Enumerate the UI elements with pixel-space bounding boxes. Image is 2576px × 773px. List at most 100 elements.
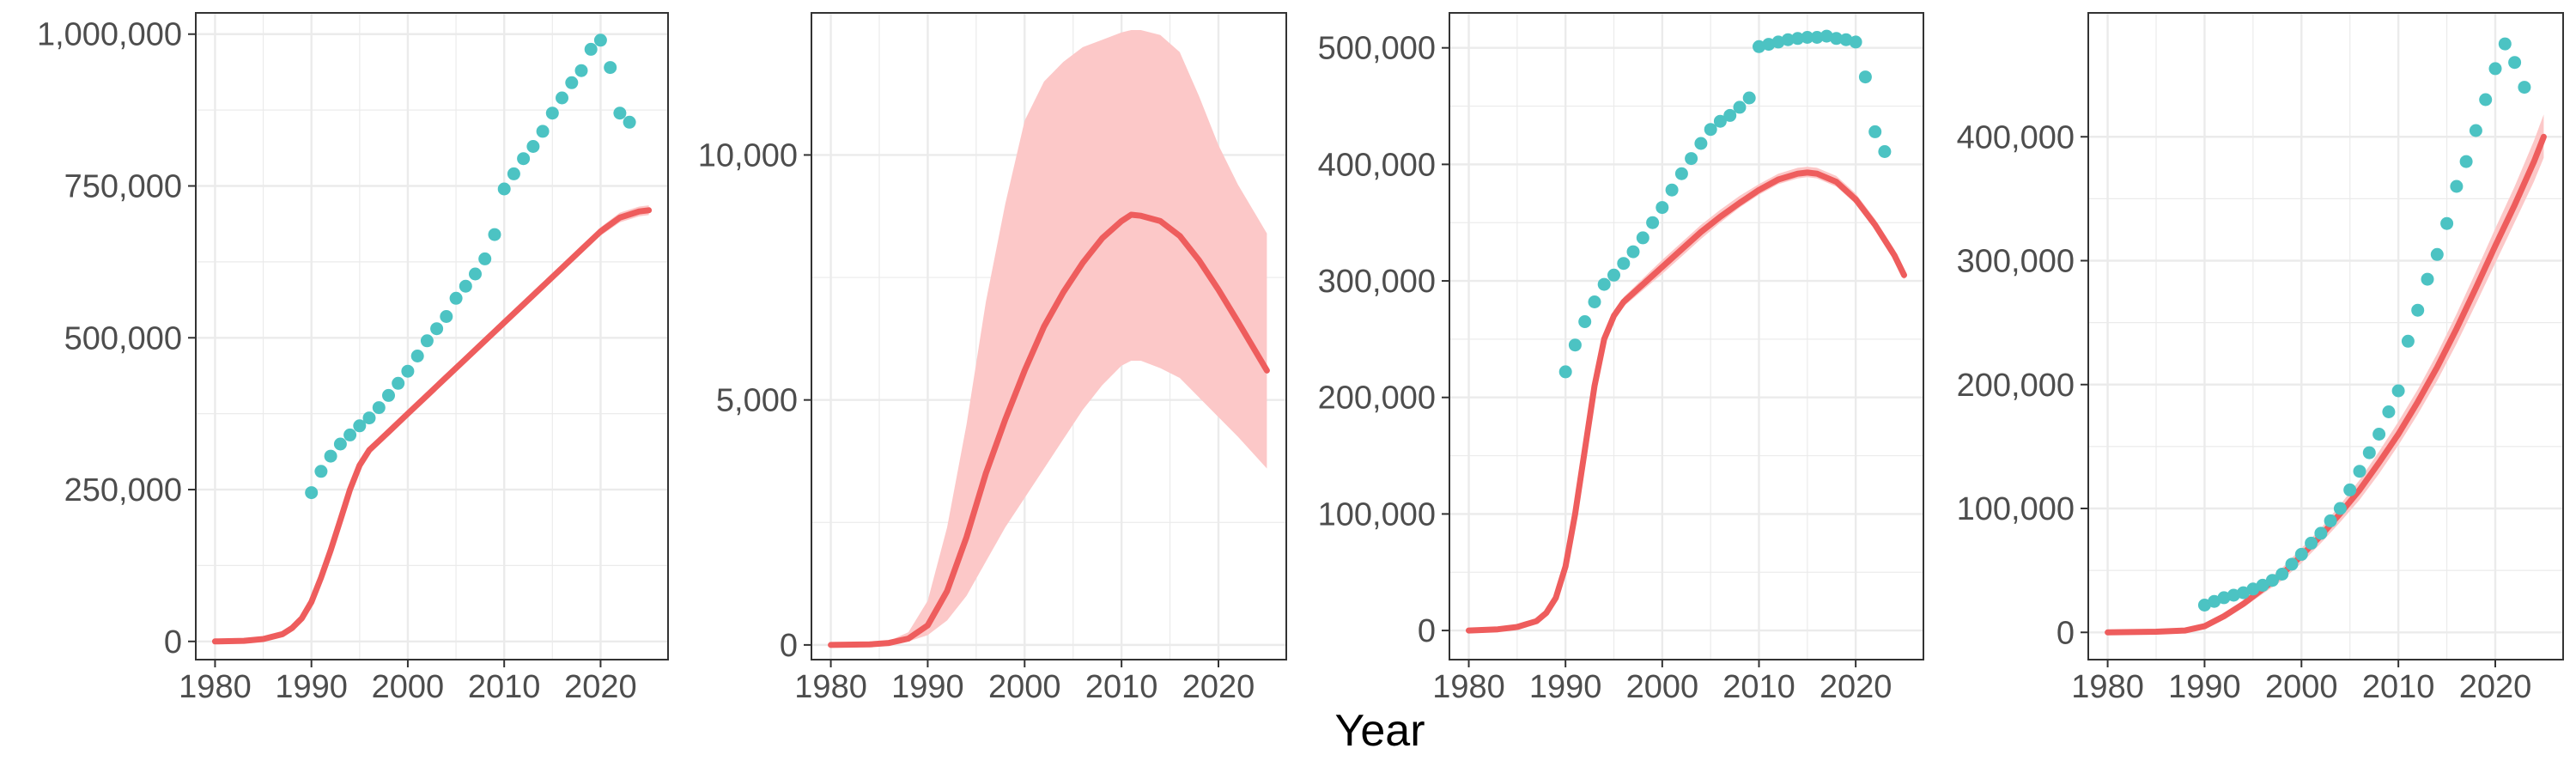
observed-point	[2353, 465, 2366, 478]
y-tick-label: 400,000	[1957, 119, 2075, 155]
observed-point	[2391, 384, 2405, 398]
observed-point	[420, 334, 434, 348]
observed-point	[613, 107, 627, 120]
observed-point	[2430, 247, 2444, 261]
observed-point	[1830, 32, 1844, 46]
observed-point	[2479, 93, 2493, 107]
y-tick-label: 500,000	[64, 320, 182, 356]
x-tick-label: 1980	[179, 669, 252, 705]
observed-point	[1733, 100, 1747, 114]
observed-point	[1617, 257, 1631, 271]
x-tick-label: 1980	[2071, 669, 2144, 705]
observed-point	[1607, 268, 1620, 282]
observed-point	[2256, 578, 2269, 592]
panel-frame	[2087, 12, 2564, 660]
observed-point	[2197, 599, 2211, 612]
panel-background	[2088, 13, 2563, 660]
observed-point	[314, 465, 328, 478]
observed-point	[2440, 216, 2454, 230]
x-tick-label: 2010	[1722, 669, 1795, 705]
x-tick-label: 2020	[1182, 669, 1255, 705]
observed-point	[353, 419, 367, 433]
panel-background	[196, 13, 668, 660]
observed-point	[2305, 536, 2318, 550]
observed-point	[1685, 152, 1698, 166]
observed-point	[1868, 125, 1882, 138]
observed-point	[1568, 338, 1582, 352]
panel-frame	[811, 12, 1287, 660]
observed-point	[507, 167, 520, 180]
observed-point	[1674, 167, 1688, 180]
observed-point	[333, 437, 347, 451]
observed-point	[1588, 295, 1601, 308]
panel-4: 1980 1990 2000 2010 2020 0 100,000 200,000 300,0…	[1957, 12, 2564, 705]
observed-point	[372, 401, 386, 415]
y-tick-label: 100,000	[1318, 496, 1436, 533]
grid	[1449, 13, 1923, 660]
observed-point	[2343, 483, 2357, 496]
x-tick-label: 2010	[1085, 669, 1158, 705]
observed-point	[2469, 124, 2482, 137]
observed-point	[2314, 526, 2328, 540]
observed-point	[536, 125, 550, 138]
y-tick-label: 0	[1418, 613, 1436, 649]
x-tick-label: 2020	[564, 669, 637, 705]
x-tick-label: 2000	[1626, 669, 1699, 705]
model-line	[2105, 133, 2547, 636]
observed-point	[1753, 40, 1765, 53]
observed-point	[488, 228, 501, 241]
y-tick-label: 1,000,000	[37, 17, 182, 53]
observed-point	[1665, 183, 1679, 197]
observed-point	[2372, 428, 2386, 441]
x-tick-label: 2010	[468, 669, 541, 705]
observed-point	[1656, 201, 1669, 215]
y-tick-label: 750,000	[64, 169, 182, 205]
observed-point	[362, 411, 376, 425]
observed-point	[343, 428, 357, 441]
observed-point	[440, 310, 453, 323]
observed-point	[382, 388, 395, 402]
model-line	[1466, 169, 1907, 634]
observed-point	[2450, 180, 2464, 193]
observed-point	[2275, 568, 2289, 581]
observed-point	[2411, 303, 2425, 317]
observed-point	[1791, 32, 1805, 46]
observed-point	[526, 140, 540, 153]
y-tick-label: 200,000	[1318, 380, 1436, 417]
observed-point	[449, 291, 463, 305]
observed-point	[401, 364, 415, 378]
observed-point	[1626, 245, 1640, 259]
x-tick-label: 2020	[1820, 669, 1893, 705]
observed-point	[1878, 145, 1892, 158]
y-tick-label: 0	[780, 628, 798, 664]
observed-point	[469, 267, 482, 281]
observed-point	[430, 322, 444, 336]
x-tick-label: 1990	[1529, 669, 1602, 705]
x-tick-label: 1990	[275, 669, 348, 705]
model-line	[211, 207, 653, 645]
x-tick-label: 2000	[2265, 669, 2338, 705]
observed-point	[1810, 31, 1824, 44]
observed-point	[1704, 123, 1717, 137]
observed-point	[1781, 33, 1795, 46]
observed-point	[584, 42, 598, 56]
observed-point	[545, 107, 559, 120]
observed-point	[459, 279, 472, 293]
y-tick-label: 300,000	[1957, 244, 2075, 280]
observed-point	[2237, 586, 2251, 600]
x-tick-label: 2010	[2362, 669, 2435, 705]
observed-point	[1762, 38, 1776, 52]
observed-point	[1558, 365, 1572, 379]
observed-point	[2217, 591, 2231, 605]
observed-point	[604, 61, 617, 75]
panel-frame	[195, 12, 669, 660]
observed-point	[1742, 91, 1756, 105]
observed-point	[392, 376, 405, 390]
panel-background	[1449, 13, 1923, 660]
observed-point	[2362, 446, 2376, 460]
observed-point	[556, 91, 568, 105]
panels: 1980 1990 2000 2010 2020 0 250,000 500,000 750,0…	[37, 12, 2564, 705]
observed-point	[2459, 155, 2473, 168]
x-axis-title: Year	[1334, 706, 1425, 756]
observed-point	[1713, 114, 1727, 128]
